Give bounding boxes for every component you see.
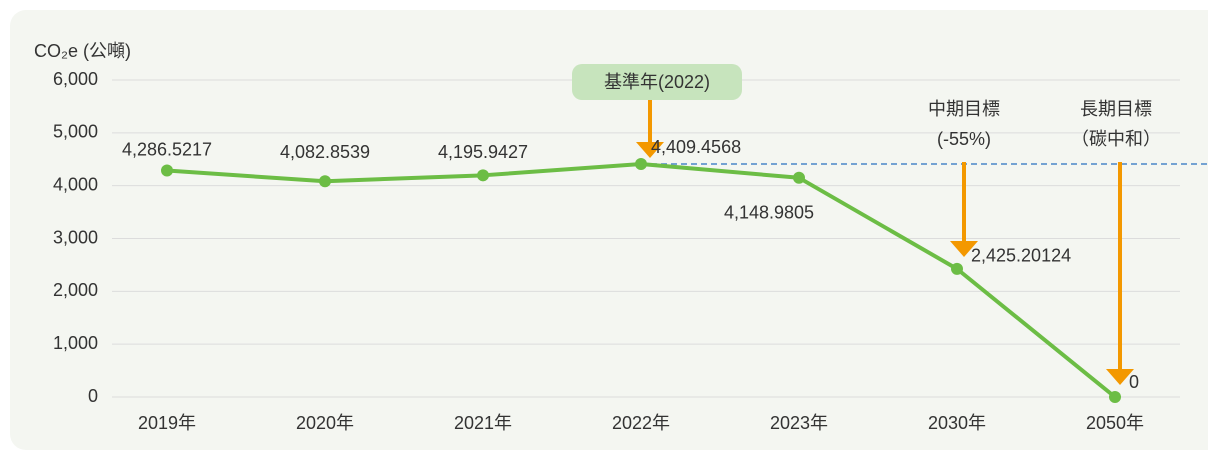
x-tick-label: 2030年	[928, 413, 986, 433]
point	[635, 158, 647, 171]
annotation: 長期目標	[1080, 99, 1152, 119]
annotation-box	[572, 64, 742, 100]
data-label: 4,195.9427	[438, 142, 528, 162]
point	[161, 164, 173, 177]
data-label: 2,425.20124	[971, 246, 1071, 266]
point	[1109, 391, 1121, 403]
x-tick-label: 2019年	[138, 413, 196, 433]
x-tick-label: 2020年	[296, 413, 354, 433]
data-label: 4,409.4568	[651, 137, 741, 157]
data-label: 0	[1129, 372, 1139, 392]
data-label: 4,286.5217	[122, 139, 212, 159]
point	[477, 169, 489, 182]
annotation: 中期目標	[928, 99, 1000, 119]
y-tick-label: 2,000	[53, 280, 98, 300]
panel	[10, 10, 1208, 450]
data-label: 4,148.9805	[724, 203, 814, 223]
y-tick-label: 5,000	[53, 122, 98, 142]
y-tick-label: 1,000	[53, 333, 98, 353]
arrow-head	[1106, 369, 1134, 385]
annotation: 基準年(2022)	[604, 72, 710, 92]
arrow-head	[636, 142, 664, 158]
x-tick-label: 2023年	[770, 413, 828, 433]
point	[319, 175, 331, 188]
y-tick-label: 0	[88, 386, 98, 406]
x-tick-label: 2021年	[454, 413, 512, 433]
annotation: （碳中和）	[1071, 129, 1161, 149]
y-tick-label: 6,000	[53, 69, 98, 89]
point	[793, 171, 805, 184]
annotation: (-55%)	[937, 129, 991, 149]
y-axis-label: CO₂e (公噸)	[34, 41, 131, 61]
data-label: 4,082.8539	[280, 142, 370, 162]
arrow-head	[950, 241, 978, 257]
x-tick-label: 2022年	[612, 413, 670, 433]
y-tick-label: 3,000	[53, 227, 98, 247]
point	[951, 262, 963, 275]
y-tick-label: 4,000	[53, 174, 98, 194]
x-tick-label: 2050年	[1086, 413, 1144, 433]
